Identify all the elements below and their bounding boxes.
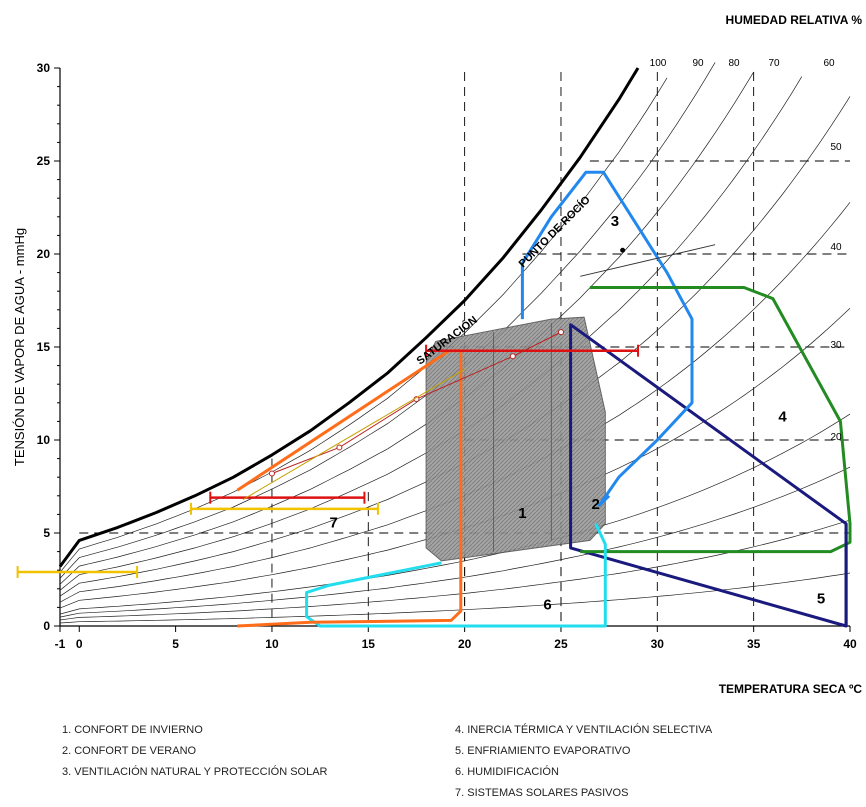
x-tick-label-35: 35 bbox=[747, 637, 761, 651]
rh-tick-label-70: 70 bbox=[768, 58, 780, 69]
y-tick-label-25: 25 bbox=[37, 154, 51, 168]
zone-number-4: 4 bbox=[778, 408, 787, 425]
y-tick-label-0: 0 bbox=[43, 619, 50, 633]
y-tick-label-30: 30 bbox=[37, 61, 51, 75]
x-tick-label--1: -1 bbox=[55, 637, 66, 651]
zone-number-2: 2 bbox=[591, 496, 599, 513]
x-tick-label-30: 30 bbox=[651, 637, 665, 651]
trend-point bbox=[268, 470, 275, 477]
zone-number-1: 1 bbox=[518, 505, 526, 522]
legend-right: 4. INERCIA TÉRMICA Y VENTILACIÓN SELECTI… bbox=[455, 720, 712, 804]
rh-tick-label-100: 100 bbox=[650, 58, 667, 69]
x-tick-label-20: 20 bbox=[458, 637, 472, 651]
zone-number-7: 7 bbox=[329, 514, 337, 531]
trend-point-dark bbox=[620, 247, 626, 253]
trend-point bbox=[557, 329, 564, 336]
rh-curve-15 bbox=[59, 466, 851, 618]
x-tick-label-10: 10 bbox=[265, 637, 279, 651]
x-tick-label-25: 25 bbox=[554, 637, 568, 651]
rh-curve-80 bbox=[59, 62, 716, 579]
y-axis-label: TENSIÓN DE VAPOR DE AGUA - mmHg bbox=[12, 228, 27, 466]
y-tick-label-5: 5 bbox=[43, 526, 50, 540]
rh-tick-label-50: 50 bbox=[830, 142, 842, 153]
legend-item-4: 4. INERCIA TÉRMICA Y VENTILACIÓN SELECTI… bbox=[455, 724, 713, 736]
trend-line-yellow bbox=[242, 368, 465, 500]
rh-curve-90 bbox=[59, 77, 668, 573]
rh-curve-10 bbox=[59, 519, 851, 621]
y-tick-label-20: 20 bbox=[37, 247, 51, 261]
legend-item-3: 3. VENTILACIÓN NATURAL Y PROTECCIÓN SOLA… bbox=[62, 766, 328, 778]
rh-curve-20 bbox=[59, 413, 851, 615]
y-tick-label-15: 15 bbox=[37, 340, 51, 354]
rh-axis-title: HUMEDAD RELATIVA % bbox=[726, 13, 863, 27]
rh-tick-label-20: 20 bbox=[830, 432, 842, 443]
dew-point-label: PUNTO DE ROCÍO bbox=[516, 193, 593, 270]
rh-curve-70 bbox=[59, 71, 754, 585]
zone-4-outline bbox=[580, 286, 852, 554]
saturation-curve bbox=[58, 67, 640, 568]
trend-point bbox=[336, 444, 343, 451]
rh-tick-label-60: 60 bbox=[823, 58, 835, 69]
rh-tick-label-80: 80 bbox=[728, 58, 740, 69]
legend-item-1: 1. CONFORT DE INVIERNO bbox=[62, 724, 203, 736]
y-tick-label-10: 10 bbox=[37, 433, 51, 447]
trend-point bbox=[509, 353, 516, 360]
zone-number-3: 3 bbox=[611, 213, 619, 230]
zone-number-5: 5 bbox=[817, 591, 825, 608]
rh-tick-label-30: 30 bbox=[830, 340, 842, 351]
legend-item-5: 5. ENFRIAMIENTO EVAPORATIVO bbox=[455, 745, 631, 757]
zone-1-polygon bbox=[425, 316, 606, 562]
legend-left: 1. CONFORT DE INVIERNO 2. CONFORT DE VER… bbox=[62, 720, 328, 783]
x-tick-label-0: 0 bbox=[76, 637, 83, 651]
x-tick-label-5: 5 bbox=[172, 637, 179, 651]
rh-tick-label-90: 90 bbox=[692, 58, 704, 69]
rh-tick-label-40: 40 bbox=[830, 242, 842, 253]
legend-item-7: 7. SISTEMAS SOLARES PASIVOS bbox=[455, 787, 629, 799]
trend-line-dark bbox=[580, 244, 716, 277]
zone-2-outline bbox=[569, 323, 848, 628]
legend-item-2: 2. CONFORT DE VERANO bbox=[62, 745, 197, 757]
legend-item-6: 6. HUMIDIFICACIÓN bbox=[455, 766, 559, 778]
x-axis-label: TEMPERATURA SECA ºC bbox=[719, 682, 863, 696]
zone-number-6: 6 bbox=[543, 596, 551, 613]
x-tick-label-40: 40 bbox=[843, 637, 857, 651]
x-tick-label-15: 15 bbox=[362, 637, 376, 651]
zone-3-outline bbox=[520, 170, 694, 507]
